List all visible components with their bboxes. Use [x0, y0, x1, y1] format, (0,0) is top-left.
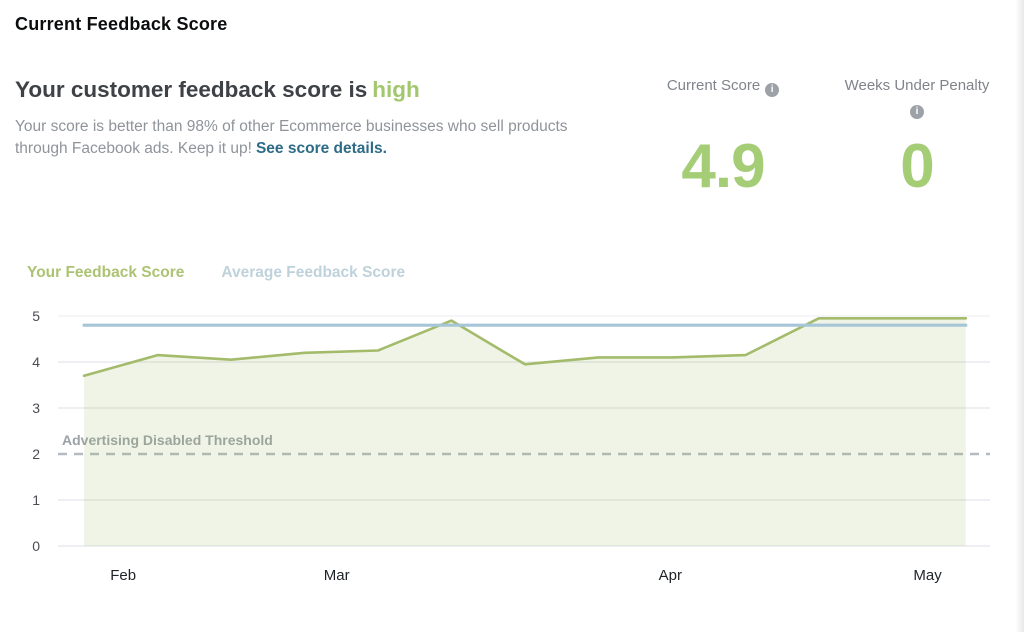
description: Your score is better than 98% of other E… [15, 116, 595, 159]
weeks-under-penalty-icon-row: i [836, 98, 998, 119]
feedback-score-chart: 5 4 3 2 1 0 Advertising Disabled Threshold Feb M… [32, 308, 990, 584]
y-tick-label: 5 [32, 308, 40, 324]
current-score-label-row: Current Score i [648, 76, 798, 134]
page-edge-shadow [1015, 0, 1024, 632]
legend-your-feedback-score[interactable]: Your Feedback Score [27, 264, 185, 281]
legend-average-feedback-score[interactable]: Average Feedback Score [221, 264, 406, 281]
weeks-under-penalty-label: Weeks Under Penalty [844, 77, 990, 94]
info-icon[interactable]: i [910, 104, 924, 119]
x-tick-label: Apr [659, 567, 682, 584]
y-tick-label: 2 [32, 446, 40, 462]
y-tick-label: 4 [32, 354, 40, 370]
your-score-area-fill [84, 318, 966, 546]
x-tick-label: Mar [324, 567, 350, 584]
current-score-value: 4.9 [681, 132, 765, 201]
headline: Your customer feedback score is high [15, 76, 595, 103]
weeks-under-penalty-label-row: Weeks Under Penalty i [836, 76, 998, 134]
headline-text: Your customer feedback score is [15, 77, 368, 102]
description-line2: through Facebook ads. Keep it up! [15, 139, 252, 157]
x-tick-label: May [913, 567, 942, 584]
your-score-line [82, 316, 968, 378]
current-score-label: Current Score [666, 77, 761, 94]
x-tick-label: Feb [110, 567, 136, 584]
y-tick-label: 1 [32, 492, 40, 508]
y-tick-label: 0 [32, 538, 40, 554]
y-tick-label: 3 [32, 400, 40, 416]
see-score-details-link[interactable]: See score details. [255, 139, 387, 157]
weeks-under-penalty-value: 0 [900, 132, 934, 201]
current-score-stat: Current Score i 4.9 [648, 76, 798, 200]
description-line1: Your score is better than 98% of other E… [15, 118, 568, 135]
info-icon[interactable]: i [765, 82, 780, 97]
score-summary: Your customer feedback score is high Your… [15, 76, 595, 159]
weeks-under-penalty-stat: Weeks Under Penalty i 0 [836, 76, 998, 200]
headline-status: high [372, 77, 420, 102]
advertising-disabled-threshold-label: Advertising Disabled Threshold [62, 432, 273, 448]
page-title: Current Feedback Score [15, 14, 228, 34]
chart-legend: Your Feedback Score Average Feedback Sco… [27, 264, 405, 282]
